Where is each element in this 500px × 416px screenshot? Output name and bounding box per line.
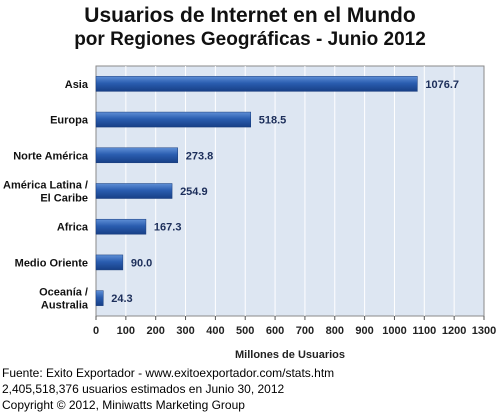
bar [95, 147, 178, 164]
x-tick-label: 300 [176, 325, 194, 337]
bar-value-label: 273.8 [186, 150, 214, 162]
footer-users-estimate: 2,405,518,376 usuarios estimados en Juni… [2, 382, 285, 396]
bar-value-label: 254.9 [180, 186, 208, 198]
bar [95, 76, 418, 92]
footer-copyright: Copyright © 2012, Miniwatts Marketing Gr… [2, 398, 245, 412]
bar [95, 290, 104, 306]
x-tick-label: 900 [355, 325, 373, 337]
bar-value-label: 167.3 [154, 222, 182, 234]
chart-subtitle: por Regiones Geográficas - Junio 2012 [74, 29, 426, 50]
category-label: Asia [65, 79, 89, 91]
x-tick-label: 1000 [382, 325, 406, 337]
bar-value-label: 1076.7 [425, 79, 459, 91]
x-tick-label: 800 [326, 325, 344, 337]
x-tick-label: 700 [296, 325, 314, 337]
category-label: Africa [57, 222, 89, 234]
category-label: Norte América [13, 150, 89, 162]
chart-title: Usuarios de Internet en el Mundo [84, 4, 416, 27]
x-tick-label: 1300 [472, 325, 496, 337]
x-tick-label: 1100 [412, 325, 436, 337]
x-tick-label: 100 [117, 325, 135, 337]
bar [95, 183, 173, 199]
x-tick-label: 0 [93, 325, 99, 337]
bar [95, 218, 147, 235]
x-tick-label: 500 [236, 325, 254, 337]
category-label: Medio Oriente [15, 257, 88, 269]
footer-source: Fuente: Exito Exportador - www.exitoexpo… [2, 366, 335, 380]
category-label: América Latina / El Caribe [3, 180, 88, 205]
x-tick-label: 400 [206, 325, 224, 337]
x-tick-label: 1200 [442, 325, 466, 337]
category-label: Europa [50, 115, 89, 127]
category-label: Oceanía / Australia [39, 287, 89, 312]
bar-value-label: 90.0 [131, 257, 152, 269]
x-tick-label: 200 [147, 325, 165, 337]
bar-value-label: 24.3 [111, 293, 132, 305]
bar [95, 111, 252, 128]
bar-value-label: 518.5 [259, 115, 287, 127]
x-tick-label: 600 [266, 325, 284, 337]
x-axis-label: Millones de Usuarios [235, 349, 345, 361]
bar [95, 254, 124, 271]
